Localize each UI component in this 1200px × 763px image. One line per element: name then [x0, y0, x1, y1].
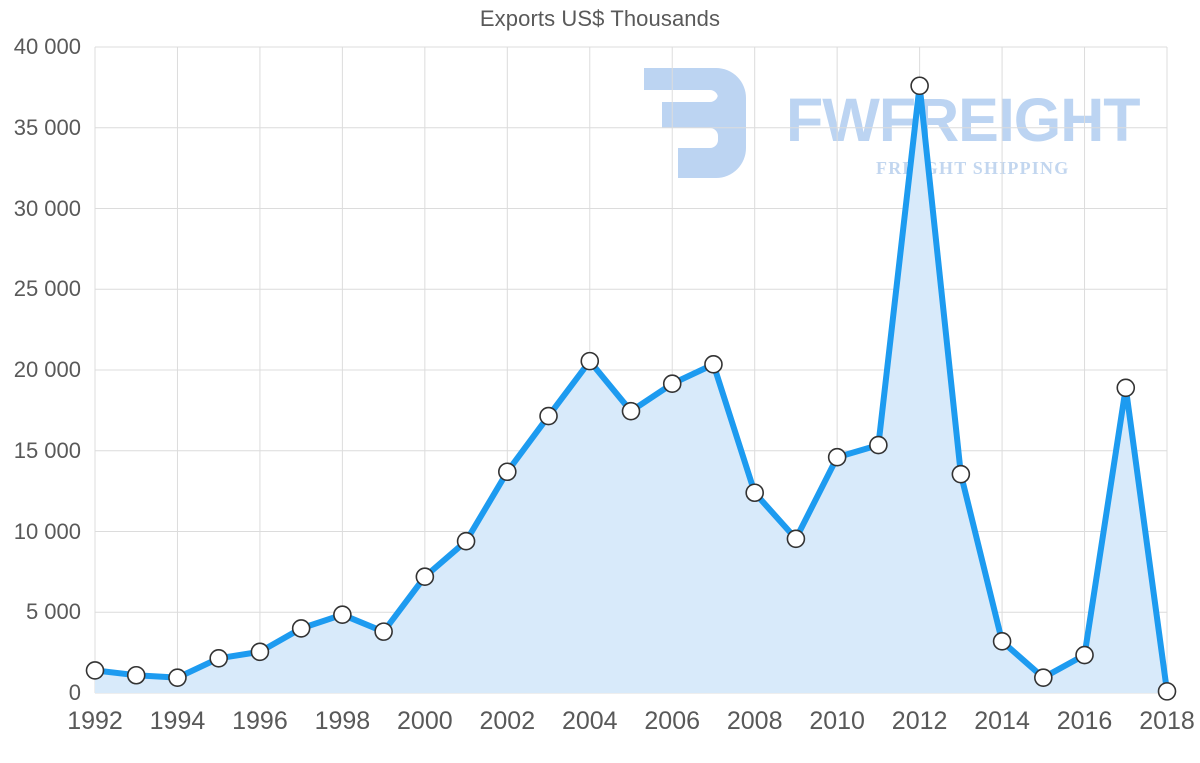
data-point-marker[interactable]	[498, 462, 517, 482]
data-point-marker[interactable]	[910, 76, 929, 96]
x-axis-tick-label: 1994	[149, 707, 206, 735]
data-point-marker[interactable]	[1116, 378, 1136, 398]
y-axis-tick-label: 25 000	[13, 276, 81, 302]
x-axis-tick-label: 2008	[726, 707, 783, 735]
data-point-marker[interactable]	[745, 483, 764, 503]
x-axis-tick-label: 2014	[974, 707, 1030, 735]
data-point-marker[interactable]	[456, 531, 476, 551]
x-axis-tick-label: 2006	[644, 707, 701, 735]
data-point-marker[interactable]	[126, 665, 146, 685]
y-axis-tick-label: 15 000	[13, 437, 81, 463]
data-point-marker[interactable]	[415, 567, 435, 587]
data-point-marker[interactable]	[250, 642, 270, 662]
x-axis-tick-label: 1992	[67, 707, 123, 735]
data-point-marker[interactable]	[869, 435, 888, 455]
data-point-marker[interactable]	[1034, 668, 1053, 687]
data-point-marker[interactable]	[1075, 645, 1094, 665]
data-point-marker[interactable]	[209, 648, 228, 668]
data-point-marker[interactable]	[1157, 682, 1177, 701]
y-axis-tick-label: 40 000	[13, 34, 81, 59]
data-point-marker[interactable]	[291, 619, 311, 638]
x-axis-tick-label: 2002	[479, 707, 536, 735]
data-point-marker[interactable]	[827, 447, 847, 467]
data-point-marker[interactable]	[786, 529, 806, 549]
chart-title: Exports US$ Thousands	[479, 6, 721, 31]
data-point-marker[interactable]	[85, 661, 105, 680]
x-axis-tick-label: 2016	[1056, 707, 1113, 735]
y-axis-tick-label: 30 000	[13, 195, 81, 221]
x-axis-tick-label: 1996	[232, 707, 288, 735]
series-markers	[85, 76, 1177, 701]
x-axis-tick-label: 2000	[397, 707, 453, 735]
data-point-marker[interactable]	[168, 668, 187, 687]
y-axis-tick-label: 35 000	[13, 114, 81, 140]
y-axis-tick-label: 0	[68, 680, 81, 705]
data-point-marker[interactable]	[704, 355, 723, 374]
x-axis-tick-label: 1998	[314, 707, 371, 735]
x-axis-tick-label: 2012	[891, 707, 948, 735]
data-point-marker[interactable]	[580, 351, 600, 371]
x-axis-tick-label: 2010	[809, 707, 865, 735]
x-axis-tick-label: 2018	[1139, 707, 1195, 735]
data-point-marker[interactable]	[333, 605, 352, 624]
y-axis-tick-label: 5 000	[25, 599, 81, 625]
data-point-marker[interactable]	[539, 406, 558, 426]
data-point-marker[interactable]	[374, 622, 393, 641]
y-axis-tick-label: 10 000	[13, 518, 81, 544]
y-axis-tick-label: 20 000	[13, 357, 81, 382]
series-area-fill	[95, 85, 1167, 693]
x-axis-tick-label: 2004	[561, 707, 618, 735]
data-point-marker[interactable]	[992, 632, 1012, 651]
data-point-marker[interactable]	[662, 374, 682, 394]
data-point-marker[interactable]	[951, 464, 971, 484]
data-point-marker[interactable]	[621, 401, 641, 421]
